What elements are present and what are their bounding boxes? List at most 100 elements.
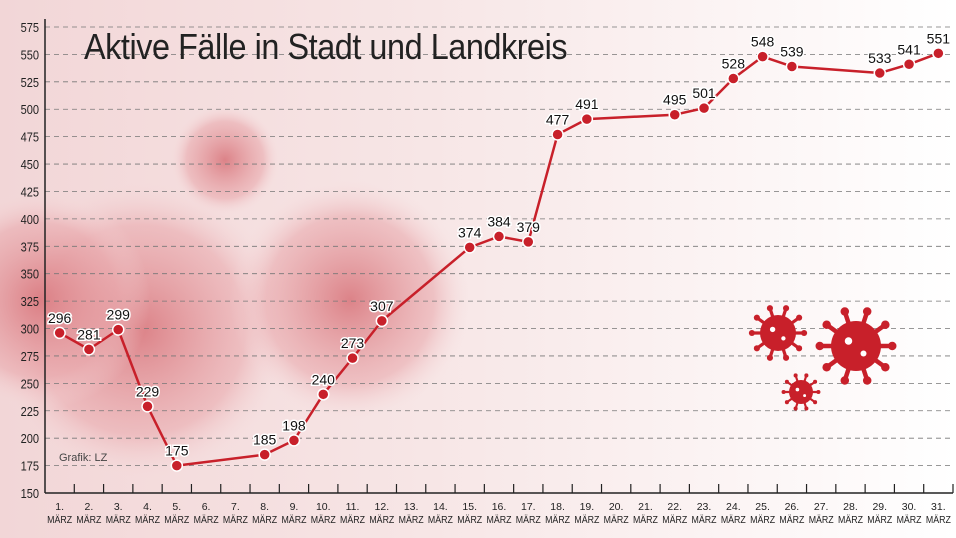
y-tick-label: 325 (21, 294, 40, 309)
x-tick-day: 15. (462, 501, 477, 513)
data-point (551, 128, 564, 141)
data-label: 548 (751, 34, 775, 50)
y-tick-label: 225 (21, 404, 40, 419)
x-tick-month: MÄRZ (692, 514, 717, 526)
y-tick-label: 300 (21, 322, 40, 337)
data-label: 379 (517, 219, 541, 235)
x-tick-day: 22. (667, 501, 682, 513)
data-label: 273 (341, 335, 365, 351)
x-tick-month: MÄRZ (487, 514, 512, 526)
data-point (53, 326, 66, 340)
virus-illustration (0, 105, 470, 480)
x-tick-month: MÄRZ (750, 514, 775, 526)
data-point (668, 108, 681, 121)
x-tick-month: MÄRZ (897, 514, 922, 526)
x-tick-month: MÄRZ (399, 514, 424, 526)
x-tick-day: 5. (172, 501, 181, 513)
x-tick-day: 24. (726, 501, 741, 513)
data-label: 229 (136, 383, 160, 399)
y-tick-label: 475 (21, 130, 40, 145)
y-tick-label: 550 (21, 48, 40, 63)
x-tick-month: MÄRZ (545, 514, 570, 526)
y-tick-label: 175 (21, 459, 40, 474)
data-label: 495 (663, 92, 687, 108)
y-tick-label: 200 (21, 431, 40, 446)
data-label: 477 (546, 111, 570, 127)
x-tick-day: 21. (638, 501, 653, 513)
data-label: 374 (458, 224, 482, 240)
data-label: 501 (692, 85, 716, 101)
data-point (902, 58, 916, 71)
virus-icons (748, 305, 897, 411)
x-tick-day: 16. (492, 501, 507, 513)
data-label: 240 (312, 371, 336, 387)
data-point (317, 388, 330, 401)
y-tick-label: 375 (21, 239, 40, 254)
x-tick-month: MÄRZ (340, 514, 365, 526)
x-tick-day: 11. (346, 501, 360, 513)
x-tick-day: 27. (814, 501, 829, 513)
data-label: 491 (575, 96, 599, 112)
x-tick-month: MÄRZ (926, 514, 951, 526)
x-tick-month: MÄRZ (281, 514, 306, 526)
y-tick-label: 275 (21, 349, 40, 364)
y-tick-label: 425 (21, 185, 40, 200)
x-tick-day: 9. (290, 501, 299, 513)
data-point (463, 241, 476, 254)
data-label: 541 (897, 41, 921, 57)
y-tick-label: 575 (21, 20, 40, 35)
data-label: 299 (107, 307, 131, 323)
data-label: 533 (868, 50, 892, 66)
x-tick-day: 10. (316, 501, 331, 513)
x-tick-day: 6. (202, 501, 211, 513)
x-tick-day: 7. (231, 501, 240, 513)
x-tick-day: 17. (521, 501, 536, 513)
y-tick-label: 450 (21, 157, 40, 172)
data-point (932, 47, 945, 60)
data-point (170, 459, 184, 472)
x-tick-day: 3. (114, 501, 123, 513)
data-point (375, 314, 389, 328)
x-tick-day: 14. (433, 501, 448, 513)
x-tick-day: 23. (697, 501, 712, 513)
x-tick-month: MÄRZ (223, 514, 248, 526)
y-tick-label: 350 (21, 267, 40, 282)
x-tick-day: 20. (609, 501, 624, 513)
data-label: 185 (253, 432, 277, 448)
y-tick-label: 400 (21, 212, 40, 227)
x-tick-month: MÄRZ (194, 514, 219, 526)
x-tick-month: MÄRZ (252, 514, 277, 526)
x-tick-month: MÄRZ (662, 514, 687, 526)
virus-icon (748, 305, 808, 361)
x-tick-month: MÄRZ (604, 514, 629, 526)
data-label: 307 (370, 298, 394, 314)
data-point (697, 101, 711, 115)
chart-credit: Grafik: LZ (59, 452, 108, 464)
data-point (111, 323, 125, 336)
y-tick-label: 525 (21, 75, 40, 90)
x-tick-month: MÄRZ (838, 514, 863, 526)
x-tick-month: MÄRZ (574, 514, 599, 526)
data-point (580, 112, 594, 126)
virus-icon (815, 307, 897, 385)
x-tick-day: 28. (843, 501, 858, 513)
data-label: 528 (722, 56, 746, 72)
data-label: 296 (48, 310, 72, 326)
y-tick-label: 250 (21, 376, 40, 391)
x-tick-day: 19. (580, 501, 595, 513)
data-label: 551 (927, 30, 951, 46)
data-point (258, 448, 271, 461)
x-tick-day: 12. (375, 501, 390, 513)
chart-title: Aktive Fälle in Stadt und Landkreis (84, 26, 568, 67)
data-point (82, 343, 96, 356)
x-tick-day: 29. (872, 501, 887, 513)
x-tick-month: MÄRZ (779, 514, 804, 526)
data-point (785, 60, 799, 73)
x-tick-day: 30. (902, 501, 917, 513)
x-tick-month: MÄRZ (106, 514, 131, 526)
x-tick-day: 1. (55, 501, 64, 513)
data-point (287, 434, 301, 447)
x-tick-month: MÄRZ (135, 514, 160, 526)
data-point (492, 230, 506, 243)
